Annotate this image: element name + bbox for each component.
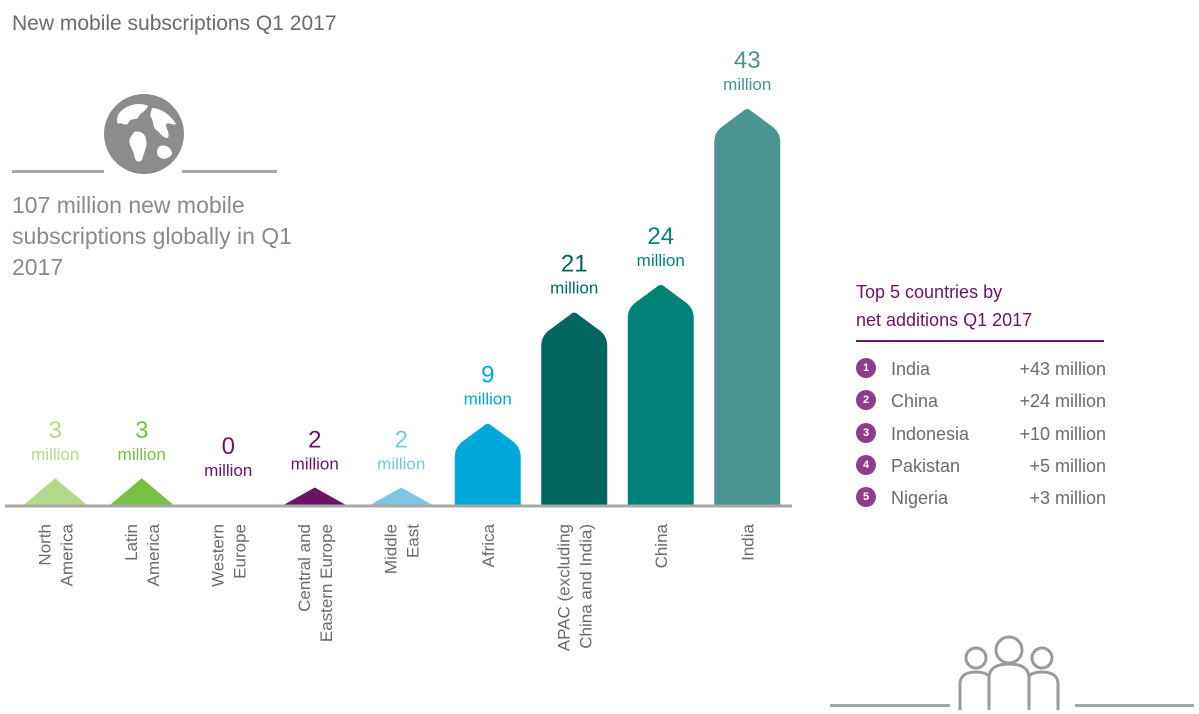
- bar-value-label: 21: [561, 251, 588, 278]
- headline-summary: 107 million new mobile subscriptions glo…: [12, 192, 292, 280]
- category-tick-label: America: [144, 523, 163, 586]
- net-addition-value: +43 million: [1019, 359, 1106, 379]
- category-tick-label: China and India): [576, 524, 595, 649]
- bar: [108, 478, 175, 506]
- bar-value-label: 3: [49, 417, 62, 444]
- top5-panel: Top 5 countries by net additions Q1 2017…: [856, 278, 1106, 518]
- bar-unit-label: million: [377, 454, 425, 473]
- bar-unit-label: million: [204, 461, 252, 480]
- rank-badge: 2: [856, 390, 876, 411]
- country-name: India: [891, 359, 931, 379]
- net-addition-value: +3 million: [1029, 488, 1106, 509]
- top5-list: 1 India +43 million 2 China +24 million …: [856, 357, 1106, 518]
- category-tick-label: Western: [208, 524, 227, 587]
- bar: [281, 487, 348, 506]
- bar-unit-label: million: [118, 445, 166, 464]
- rank-badge: 5: [856, 487, 876, 508]
- page-title: New mobile subscriptions Q1 2017: [12, 12, 337, 35]
- bar-value-label: 3: [135, 417, 148, 444]
- bar-value-label: 0: [222, 433, 235, 460]
- top5-title-line-1: Top 5 countries by: [856, 282, 1003, 302]
- bar-unit-label: million: [723, 75, 771, 94]
- net-addition-value: +5 million: [1029, 455, 1106, 476]
- category-tick-label: America: [57, 523, 76, 586]
- bar-value-label: 43: [734, 47, 761, 74]
- category-tick-label: Central and: [295, 524, 314, 612]
- country-name: China: [891, 391, 939, 412]
- category-tick-label: Latin: [122, 524, 141, 561]
- top5-row: 4 Pakistan +5 million: [856, 454, 1106, 486]
- rank-badge: 3: [856, 422, 876, 443]
- top5-row: 5 Nigeria +3 million: [856, 486, 1106, 518]
- people-divider: [830, 632, 1194, 714]
- category-tick-label: North: [35, 524, 54, 566]
- divider-line-left: [830, 704, 950, 707]
- top5-title: Top 5 countries by net additions Q1 2017: [856, 278, 1106, 334]
- category-tick-label: Eastern Europe: [317, 524, 336, 642]
- globe-icon: [102, 92, 186, 176]
- bar: [627, 284, 694, 506]
- bar: [22, 478, 89, 506]
- rank-badge: 1: [856, 358, 876, 378]
- people-group-icon: [958, 635, 1060, 710]
- divider-line-left: [12, 170, 104, 173]
- rank-badge: 4: [856, 454, 876, 475]
- category-tick-label: Africa: [479, 523, 498, 567]
- bar: [714, 109, 781, 506]
- category-tick-label: East: [403, 524, 422, 558]
- net-addition-value: +24 million: [1019, 391, 1106, 412]
- country-name: Indonesia: [891, 423, 970, 444]
- top5-title-line-2: net additions Q1 2017: [856, 310, 1033, 330]
- bar: [541, 312, 608, 506]
- country-name: Pakistan: [891, 455, 961, 476]
- category-tick-label: APAC (excluding: [554, 524, 573, 651]
- net-addition-value: +10 million: [1019, 423, 1106, 444]
- top5-row: 3 Indonesia +10 million: [856, 422, 1106, 454]
- bar: [368, 487, 435, 506]
- bar-unit-label: million: [291, 454, 339, 473]
- bar-unit-label: million: [464, 390, 512, 409]
- category-tick-label: Europe: [230, 524, 249, 579]
- divider-line-right: [182, 170, 277, 173]
- divider-line-right: [1075, 704, 1194, 707]
- bar-value-label: 9: [481, 362, 494, 389]
- category-tick-label: India: [738, 523, 757, 560]
- bar-unit-label: million: [550, 279, 598, 298]
- globe-divider: [12, 90, 277, 180]
- category-tick-label: China: [652, 523, 671, 568]
- top5-rule: [856, 340, 1104, 342]
- bar-value-label: 2: [395, 426, 408, 453]
- top5-row: 2 China +24 million: [856, 389, 1106, 421]
- country-name: Nigeria: [891, 488, 949, 509]
- top5-row: 1 India +43 million: [856, 357, 1106, 389]
- bar-unit-label: million: [31, 445, 79, 464]
- bar-value-label: 24: [647, 223, 674, 250]
- bar: [454, 423, 521, 506]
- bar-unit-label: million: [637, 251, 685, 270]
- bar-value-label: 2: [308, 426, 321, 453]
- category-tick-label: Middle: [381, 524, 400, 574]
